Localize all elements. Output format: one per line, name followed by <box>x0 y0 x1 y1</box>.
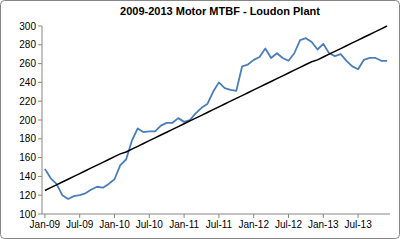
x-tick-label: Jul-13 <box>344 219 372 230</box>
y-tick-label: 120 <box>19 190 36 201</box>
y-tick-label: 160 <box>19 152 36 163</box>
y-tick <box>38 138 42 139</box>
x-tick <box>323 214 324 218</box>
y-tick-label: 240 <box>19 77 36 88</box>
y-tick <box>38 195 42 196</box>
trend-line <box>45 26 387 191</box>
y-tick-label: 300 <box>19 21 36 32</box>
x-tick-label: Jan-12 <box>238 219 269 230</box>
y-tick <box>38 120 42 121</box>
x-tick <box>149 214 150 218</box>
plot-area <box>45 26 387 199</box>
x-tick <box>44 214 45 218</box>
y-tick-label: 200 <box>19 115 36 126</box>
x-tick <box>253 214 254 218</box>
x-tick <box>358 214 359 218</box>
y-tick <box>38 101 42 102</box>
y-tick-label: 100 <box>19 209 36 220</box>
x-tick-label: Jul-09 <box>66 219 94 230</box>
y-axis <box>42 26 43 214</box>
y-tick-label: 280 <box>19 39 36 50</box>
x-tick-label: Jan-10 <box>99 219 130 230</box>
x-tick <box>218 214 219 218</box>
y-tick-label: 220 <box>19 96 36 107</box>
y-tick-label: 180 <box>19 133 36 144</box>
y-tick-label: 260 <box>19 58 36 69</box>
y-tick <box>38 44 42 45</box>
mtbf-line <box>45 38 387 199</box>
chart: 2009-2013 Motor MTBF - Loudon Plant 100 12… <box>0 0 400 239</box>
y-tick <box>38 214 42 215</box>
y-tick <box>38 26 42 27</box>
x-tick <box>79 214 80 218</box>
y-tick-label: 140 <box>19 171 36 182</box>
x-tick-label: Jan-13 <box>308 219 339 230</box>
y-tick <box>38 82 42 83</box>
x-tick <box>184 214 185 218</box>
y-tick <box>38 176 42 177</box>
x-axis <box>42 214 390 215</box>
x-tick <box>114 214 115 218</box>
y-tick <box>38 63 42 64</box>
x-tick-label: Jan-11 <box>169 219 199 230</box>
x-tick-label: Jul-12 <box>275 219 303 230</box>
x-tick <box>288 214 289 218</box>
x-tick-label: Jul-11 <box>206 219 233 230</box>
chart-border <box>1 1 400 239</box>
x-tick-label: Jul-10 <box>136 219 164 230</box>
title: 2009-2013 Motor MTBF - Loudon Plant <box>120 5 320 17</box>
y-tick <box>38 157 42 158</box>
x-tick-label: Jan-09 <box>30 219 61 230</box>
